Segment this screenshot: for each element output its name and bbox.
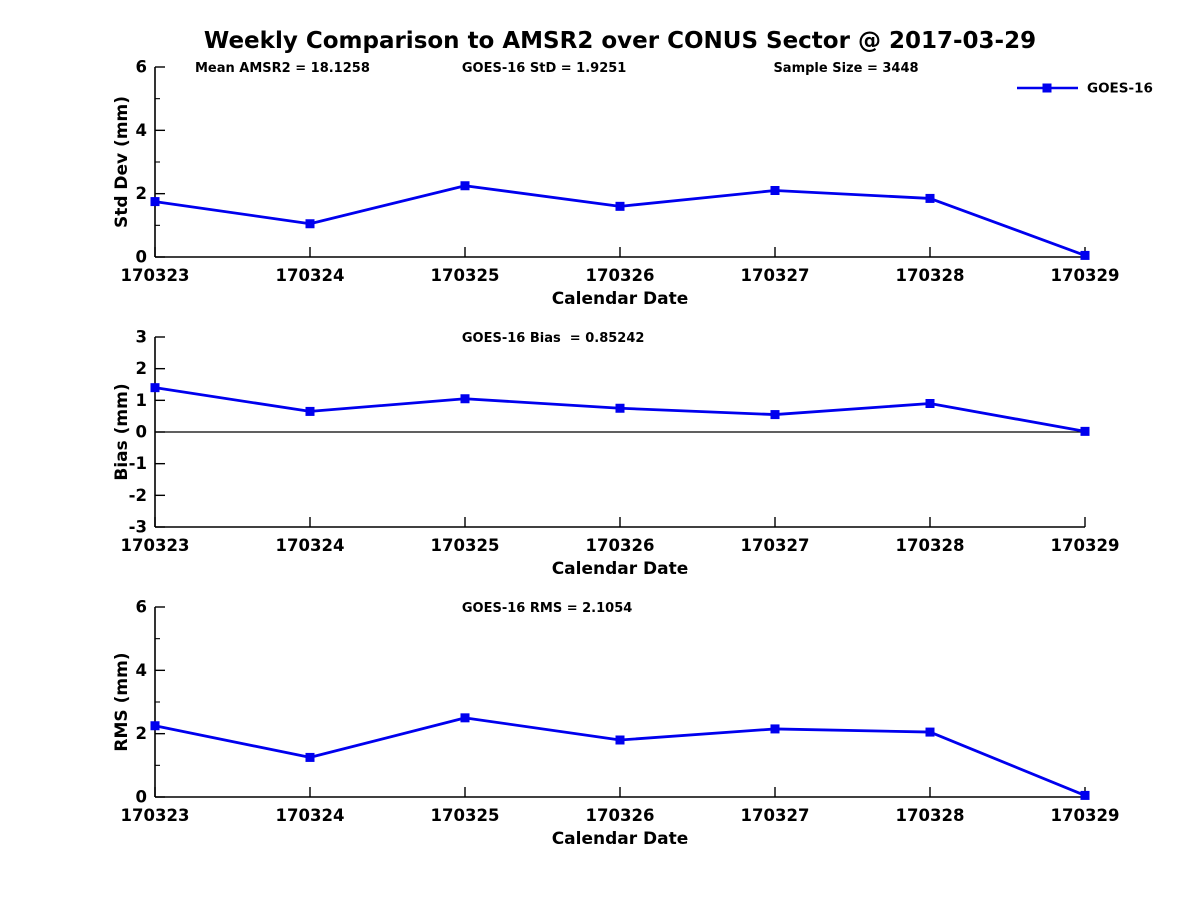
data-point-marker [150,721,160,731]
annotation-text: GOES-16 RMS = 2.1054 [462,601,632,616]
std-dev-chart: 0 2 4 6 170323 170324 170325 170326 170327 170328… [112,58,1153,310]
y-tick-label: 4 [136,661,147,680]
data-point-marker [305,219,315,229]
x-tick-label: 170329 [1051,806,1120,825]
data-point-marker [460,394,470,404]
data-point-marker [925,193,935,203]
x-tick-label: 170326 [586,266,655,285]
annotation-text: Sample Size = 3448 [773,61,918,76]
annotation-text: GOES-16 StD = 1.9251 [462,61,626,76]
y-tick-label: 0 [136,788,147,807]
data-point-marker [1080,426,1090,436]
y-tick-label: 2 [136,359,147,378]
data-point-marker [460,713,470,723]
y-tick-label: -3 [129,518,147,537]
x-tick-label: 170327 [741,536,810,555]
legend-label: GOES-16 [1087,81,1153,97]
x-axis-label: Calendar Date [552,559,689,579]
x-tick-label: 170324 [276,806,345,825]
y-tick-label: 6 [136,598,147,617]
data-point-marker [770,186,780,195]
x-tick-label: 170326 [586,536,655,555]
annotation-text: Mean AMSR2 = 18.1258 [195,61,370,76]
y-tick-label: 2 [136,184,147,203]
y-tick-label: 0 [136,248,147,267]
x-axis-label: Calendar Date [552,829,689,849]
x-tick-label: 170328 [896,266,965,285]
series-line [154,716,1086,797]
x-tick-label: 170327 [741,266,810,285]
bias-chart: -3 -2 -1 0 1 2 3 170323 170324 170325 170326 170327… [112,328,1120,580]
data-point-marker [1080,790,1090,800]
data-point-marker [925,727,935,737]
x-tick-label: 170324 [276,266,345,285]
x-tick-label: 170323 [121,536,190,555]
x-tick-label: 170328 [896,536,965,555]
figure-title: Weekly Comparison to AMSR2 over CONUS Se… [203,28,1037,54]
data-point-marker [925,399,935,408]
x-tick-label: 170325 [431,266,500,285]
data-point-marker [305,406,315,416]
y-tick-label: 0 [136,423,147,442]
x-tick-label: 170323 [121,266,190,285]
y-tick-label: 3 [136,328,147,347]
y-tick-label: 6 [136,58,147,77]
x-tick-label: 170326 [586,806,655,825]
data-point-marker [150,197,160,207]
data-point-marker [770,724,780,734]
x-tick-label: 170323 [121,806,190,825]
data-point-marker [615,201,625,211]
x-tick-label: 170324 [276,536,345,555]
y-axis-label: RMS (mm) [112,652,132,751]
series-line [154,184,1086,257]
x-tick-label: 170329 [1051,266,1120,285]
rms-chart: 0 2 4 6 170323 170324 170325 170326 170327 170328… [112,598,1120,850]
data-point-marker [615,735,625,745]
data-point-marker [615,403,625,413]
y-tick-label: 1 [136,391,147,410]
x-axis-label: Calendar Date [552,289,689,309]
data-point-marker [150,383,160,393]
x-tick-label: 170325 [431,536,500,555]
data-point-marker [1080,250,1090,260]
y-axis-label: Std Dev (mm) [112,96,132,228]
y-tick-label: -1 [129,454,147,473]
y-axis-label: Bias (mm) [112,383,132,480]
annotation-text: GOES-16 Bias = 0.85242 [462,331,645,346]
x-tick-label: 170325 [431,806,500,825]
legend-marker [1042,83,1052,93]
data-point-marker [770,410,780,420]
x-tick-label: 170328 [896,806,965,825]
data-point-marker [305,752,315,762]
data-point-marker [460,181,470,191]
y-tick-label: 2 [136,724,147,743]
y-tick-label: -2 [129,486,147,505]
x-tick-label: 170329 [1051,536,1120,555]
x-tick-label: 170327 [741,806,810,825]
y-tick-label: 4 [136,121,147,140]
